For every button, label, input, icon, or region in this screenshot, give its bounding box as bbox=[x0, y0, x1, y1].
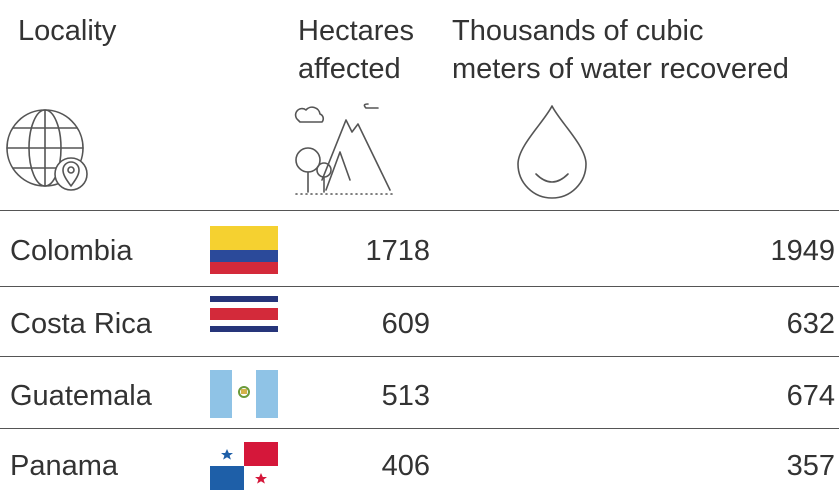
flag-guatemala bbox=[210, 370, 278, 418]
row-rule bbox=[0, 356, 839, 357]
globe-icon bbox=[6, 109, 88, 191]
header-hectares-line: affected bbox=[298, 53, 401, 85]
locality: Guatemala bbox=[10, 380, 152, 412]
flag-panama bbox=[210, 442, 278, 490]
locality: Panama bbox=[10, 450, 119, 482]
drop-icon bbox=[517, 105, 587, 199]
hectares: 513 bbox=[381, 380, 430, 412]
row-rule bbox=[0, 428, 839, 429]
locality: Colombia bbox=[10, 235, 133, 267]
flag-costa-rica bbox=[210, 296, 278, 332]
water: 674 bbox=[786, 380, 835, 412]
water: 632 bbox=[786, 308, 835, 340]
land-icon bbox=[294, 103, 393, 195]
header-water-line: meters of water recovered bbox=[452, 53, 789, 85]
water: 1949 bbox=[770, 235, 835, 267]
header-water-line: Thousands of cubic bbox=[452, 15, 704, 47]
locality: Costa Rica bbox=[10, 308, 152, 340]
header-locality: Locality bbox=[18, 15, 117, 47]
flag-colombia bbox=[210, 226, 278, 274]
row-rule bbox=[0, 286, 839, 287]
hectares: 406 bbox=[381, 450, 430, 482]
header-hectares-line: Hectares bbox=[298, 15, 415, 47]
header-rule bbox=[0, 210, 839, 211]
hectares: 1718 bbox=[365, 235, 430, 267]
water: 357 bbox=[786, 450, 835, 482]
hectares: 609 bbox=[381, 308, 430, 340]
